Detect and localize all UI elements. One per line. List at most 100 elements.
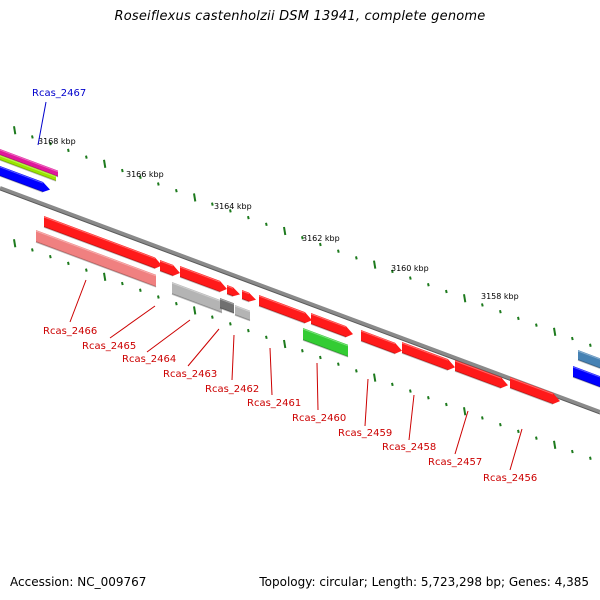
inner-tick	[571, 449, 574, 454]
gene-label: Rcas_2459	[338, 428, 392, 439]
outer-tick	[499, 309, 502, 314]
gene-shade	[241, 298, 250, 303]
gene-feature	[510, 377, 560, 405]
inner-tick-ring	[13, 239, 592, 460]
gene-features	[0, 149, 600, 405]
inner-tick	[337, 362, 340, 366]
outer-tick	[301, 236, 304, 240]
gene-shade	[226, 293, 234, 297]
inner-tick	[355, 369, 358, 373]
gene-shade	[219, 307, 235, 314]
outer-tick	[445, 289, 448, 294]
gene-feature	[578, 350, 600, 369]
inner-tick	[139, 288, 142, 292]
gene-highlight	[0, 166, 44, 184]
inner-tick	[193, 306, 197, 315]
gene-label: Rcas_2462	[205, 384, 259, 395]
outer-tick	[571, 336, 574, 341]
gene-shade	[454, 370, 502, 389]
kbp-label: 3168 kbp	[38, 137, 76, 146]
gene-labels: Rcas_2467 Rcas_2466 Rcas_2465 Rcas_2464 Rcas…	[32, 88, 537, 484]
inner-tick	[319, 355, 322, 360]
gene-highlight	[509, 377, 554, 395]
outer-tick	[31, 135, 34, 139]
inner-tick	[445, 402, 448, 407]
gene-label: Rcas_2458	[382, 442, 436, 453]
outer-tick	[103, 159, 107, 168]
gene-shade	[401, 352, 449, 371]
outer-tick	[175, 188, 178, 193]
gene-leader-line	[187, 328, 220, 367]
gene-feature	[303, 328, 348, 357]
gene-label: Rcas_2463	[163, 369, 217, 380]
gene-shade	[35, 241, 157, 288]
outer-tick	[355, 256, 358, 260]
outer-tick	[157, 182, 160, 186]
gene-highlight	[241, 290, 250, 295]
gene-feature	[0, 155, 56, 181]
gene-highlight	[302, 328, 349, 347]
gene-feature	[0, 166, 50, 193]
gene-highlight	[454, 360, 502, 379]
gene-feature	[455, 360, 508, 389]
kbp-label: 3160 kbp	[391, 264, 429, 273]
gene-label: Rcas_2461	[247, 398, 301, 409]
gene-highlight	[577, 350, 600, 360]
inner-tick	[409, 389, 412, 393]
gene-leader-line	[454, 410, 469, 455]
outer-tick-ring	[13, 126, 592, 347]
outer-tick	[49, 141, 52, 146]
gene-leader-line	[146, 319, 191, 353]
gene-label: Rcas_2465	[82, 341, 136, 352]
outer-tick	[463, 294, 467, 303]
outer-tick	[193, 193, 197, 202]
gene-highlight	[0, 149, 59, 173]
gene-highlight	[258, 295, 306, 314]
gene-shade	[577, 359, 600, 369]
gene-feature	[573, 366, 600, 388]
gene-highlight	[234, 305, 251, 313]
gene-feature	[361, 330, 402, 354]
outer-tick	[553, 327, 557, 336]
gene-highlight	[35, 230, 157, 277]
gene-leader-line	[364, 378, 369, 427]
outer-tick	[319, 242, 322, 247]
topology-text: Topology: circular; Length: 5,723,298 bp…	[259, 575, 589, 589]
gene-feature	[0, 149, 58, 177]
gene-feature	[36, 230, 156, 287]
gene-label: Rcas_2457	[428, 457, 482, 468]
gene-leader-line	[109, 305, 156, 339]
outer-tick	[535, 323, 538, 327]
gene-label: Rcas_2460	[292, 413, 346, 424]
gene-highlight	[0, 155, 57, 178]
gene-leader-line	[509, 428, 523, 471]
outer-tick	[427, 283, 430, 287]
gene-label: Rcas_2456	[483, 473, 537, 484]
inner-tick	[535, 436, 538, 440]
inner-tick	[373, 373, 377, 382]
outer-tick	[247, 215, 250, 220]
gene-leader-line	[37, 101, 47, 146]
outer-tick	[481, 303, 484, 307]
gene-highlight	[159, 260, 174, 267]
outer-tick	[139, 175, 142, 179]
gene-leader-line	[269, 347, 273, 396]
gene-feature	[220, 298, 234, 314]
inner-tick	[247, 328, 250, 333]
gene-label: Rcas_2467	[32, 88, 86, 99]
inner-tick	[49, 254, 52, 259]
gene-feature	[172, 282, 222, 313]
gene-feature	[235, 305, 250, 321]
inner-tick	[211, 315, 214, 319]
gene-shade	[43, 226, 156, 270]
gene-leader-line	[408, 394, 415, 441]
gene-label: Rcas_2464	[122, 354, 176, 365]
gene-shade	[572, 376, 600, 388]
inner-tick	[553, 440, 557, 449]
gene-label: Rcas_2466	[43, 326, 97, 337]
inner-tick	[175, 301, 178, 306]
gene-highlight	[43, 216, 156, 259]
outer-tick	[229, 209, 232, 213]
gene-feature	[259, 295, 312, 324]
genome-backbone-shade	[0, 189, 600, 415]
